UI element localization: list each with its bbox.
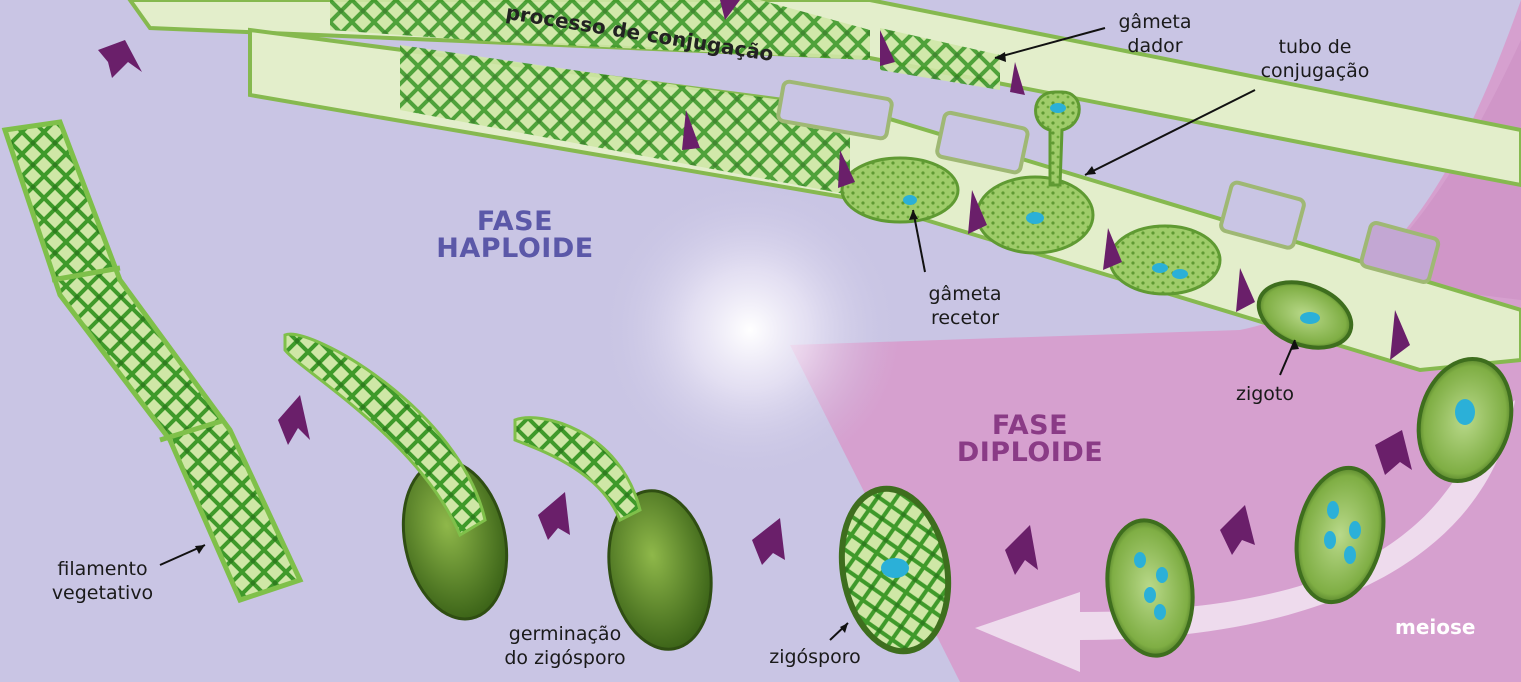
vegetative-filament	[1, 119, 304, 604]
zygospore	[838, 485, 952, 655]
germination-line-1: germinação	[508, 623, 622, 645]
germination-line-2: do zigósporo	[504, 647, 626, 669]
zygospore-label: zigósporo	[769, 646, 861, 668]
germinating-zygospore-2	[283, 332, 509, 621]
cell-markers	[682, 0, 1410, 360]
arrow-5	[1220, 505, 1255, 555]
conjugation-tube-line-1: tubo de	[1278, 36, 1352, 58]
conjugation-tube	[1034, 90, 1081, 187]
meiosis-stage-3	[1105, 518, 1195, 658]
meiosis-arrow	[975, 400, 1515, 672]
donor-gamete-label: gâmeta dador	[1100, 10, 1210, 58]
meiosis-stage-1	[1416, 356, 1514, 484]
meiosis-label: meiose	[1395, 615, 1476, 639]
conjugation-tube-line-2: conjugação	[1260, 60, 1370, 82]
diploid-phase-label: FASE DIPLOIDE	[950, 412, 1110, 466]
arrow-6	[1375, 430, 1412, 475]
germinating-zygospore-1	[513, 416, 713, 651]
recipient-gamete-label: gâmeta recetor	[910, 282, 1020, 330]
conjugation-tube-label: tubo de conjugação	[1245, 35, 1385, 83]
arrow-2	[538, 492, 570, 540]
cycle-arrows	[98, 40, 1412, 575]
haploid-phase-line-1: FASE	[476, 206, 554, 237]
leader-arrowheads	[195, 52, 1299, 633]
filament-zygote	[1256, 280, 1354, 350]
zygospore-germination-label: germinação do zigósporo	[490, 622, 640, 670]
vegetative-filament-label: filamento vegetativo	[40, 557, 165, 605]
vegetative-filament-line-2: vegetativo	[51, 582, 154, 604]
donor-gamete-line-2: dador	[1127, 35, 1183, 57]
donor-gamete-line-1: gâmeta	[1118, 11, 1192, 33]
upper-filament-top	[127, 0, 1521, 188]
haploid-phase-label: FASE HAPLOIDE	[435, 208, 595, 262]
haploid-phase-line-2: HAPLOIDE	[436, 233, 594, 264]
zygote-label: zigoto	[1235, 383, 1294, 405]
diploid-phase-line-1: FASE	[991, 410, 1069, 441]
arrow-up-left	[98, 40, 142, 78]
arrow-4	[1005, 525, 1038, 575]
vegetative-filament-line-1: filamento	[57, 558, 148, 580]
light-glow	[600, 180, 900, 480]
recipient-gamete-line-1: gâmeta	[928, 283, 1002, 305]
meiosis-stage-2	[1294, 465, 1386, 605]
arrow-1	[278, 395, 310, 445]
arrow-3	[752, 518, 785, 565]
recipient-gamete-line-2: recetor	[930, 307, 1000, 329]
upper-filament-bottom	[248, 27, 1521, 373]
diploid-phase-line-2: DIPLOIDE	[956, 437, 1104, 468]
